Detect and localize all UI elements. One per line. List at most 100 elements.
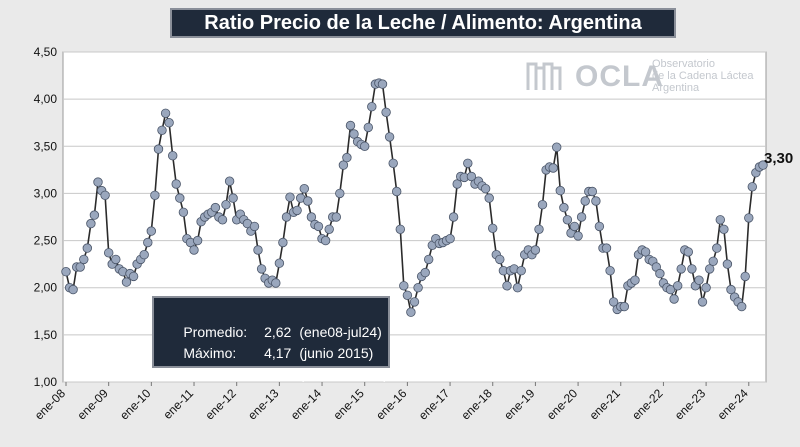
data-point	[576, 212, 587, 222]
data-point	[740, 271, 750, 282]
x-tick-label: ene-12	[202, 386, 239, 423]
data-point	[217, 215, 228, 225]
data-point	[384, 132, 395, 142]
data-point	[448, 212, 459, 222]
data-point	[171, 179, 181, 189]
data-point	[719, 224, 729, 235]
data-point	[512, 283, 523, 293]
data-point	[463, 158, 473, 169]
y-tick-label: 3,00	[34, 186, 58, 200]
logo-line-1: Observatorio	[652, 58, 715, 70]
data-point	[278, 237, 288, 248]
data-point	[139, 249, 149, 260]
data-point	[559, 202, 569, 213]
data-point	[534, 224, 544, 235]
data-point	[75, 262, 85, 272]
data-point	[79, 254, 89, 265]
stats-note: (febrero 2016)	[299, 366, 389, 382]
data-point	[683, 247, 694, 257]
data-point	[249, 221, 260, 232]
y-axis: 1,00 1,50 2,00 2,50 3,00 3,50 4,00 4,50	[34, 45, 58, 389]
stats-label: Promedio:	[183, 324, 248, 340]
data-point	[747, 182, 758, 192]
ocla-logo: OCLA Observatorio de la Cadena Láctea Ar…	[525, 56, 765, 100]
logo-subtitle: Observatorio de la Cadena Láctea Argenti…	[652, 58, 754, 94]
data-point	[712, 243, 722, 253]
data-point	[381, 107, 391, 118]
data-point	[82, 243, 93, 253]
data-point	[573, 231, 583, 241]
data-point	[555, 185, 566, 196]
data-point	[445, 233, 455, 244]
data-point	[103, 248, 114, 258]
x-tick-label: ene-08	[32, 386, 69, 423]
data-point	[605, 266, 615, 276]
data-point	[363, 122, 374, 133]
series-ratio	[61, 78, 768, 317]
stats-row-average: Promedio: 2,62 (ene08-jul24)	[160, 301, 388, 340]
data-point	[452, 179, 462, 189]
data-point	[420, 267, 430, 278]
ocla-logo-mark-icon	[526, 62, 562, 90]
stats-value: 1,74	[264, 366, 292, 382]
stats-label: Máximo:	[183, 345, 237, 361]
data-point	[256, 264, 267, 274]
data-point	[655, 268, 665, 279]
data-point	[722, 259, 733, 269]
y-tick-label: 1,50	[34, 328, 58, 342]
data-point	[669, 294, 679, 304]
data-point	[608, 297, 619, 307]
data-point	[320, 235, 331, 246]
data-point	[758, 160, 768, 170]
data-point	[424, 254, 434, 265]
data-point	[697, 297, 708, 307]
data-point	[111, 254, 121, 265]
data-point	[164, 117, 174, 128]
data-point	[601, 243, 612, 253]
data-point	[143, 237, 153, 248]
stats-label: Mínimo:	[183, 366, 234, 382]
x-axis: ene-08 ene-09 ene-10 ene-11 ene-12 ene-13 ene-…	[32, 382, 751, 423]
data-point	[360, 141, 370, 152]
data-point	[338, 160, 349, 170]
data-point	[175, 193, 185, 203]
data-point	[488, 223, 498, 234]
data-point	[313, 221, 324, 232]
data-point	[68, 284, 78, 295]
data-point	[694, 275, 704, 285]
data-point	[306, 212, 317, 222]
x-tick-label: ene-14	[288, 386, 325, 423]
data-point	[744, 213, 754, 223]
data-point	[640, 247, 651, 257]
data-point	[701, 283, 711, 293]
data-point	[89, 210, 100, 220]
stats-row-max: Máximo: 4,17 (junio 2015)	[160, 322, 388, 361]
data-point	[228, 193, 238, 203]
stats-value: 2,62	[264, 324, 292, 340]
data-point	[495, 254, 505, 265]
data-point	[285, 192, 295, 202]
data-point	[569, 221, 580, 232]
y-tick-label: 4,00	[34, 92, 58, 106]
y-tick-label: 2,50	[34, 234, 58, 248]
data-point	[367, 101, 377, 112]
data-point	[299, 183, 310, 194]
stats-box: Promedio: 2,62 (ene08-jul24) Máximo: 4,17 (j…	[152, 296, 390, 382]
stats-row-min: Mínimo: 1,74 (febrero 2016)	[160, 343, 388, 382]
data-point	[292, 205, 302, 216]
data-point	[708, 256, 718, 267]
data-point	[687, 264, 697, 274]
last-value-label: 3,30	[764, 150, 794, 167]
x-tick-label: ene-20	[544, 386, 581, 423]
data-point	[153, 144, 164, 154]
data-point	[548, 163, 558, 173]
data-point	[224, 176, 235, 186]
logo-line-3: Argentina	[652, 82, 700, 94]
stats-value: 4,17	[264, 345, 292, 361]
y-tick-label: 3,50	[34, 139, 58, 153]
data-point	[395, 224, 406, 235]
data-point	[128, 271, 139, 282]
data-point	[178, 207, 189, 218]
y-tick-label: 2,00	[34, 281, 58, 295]
